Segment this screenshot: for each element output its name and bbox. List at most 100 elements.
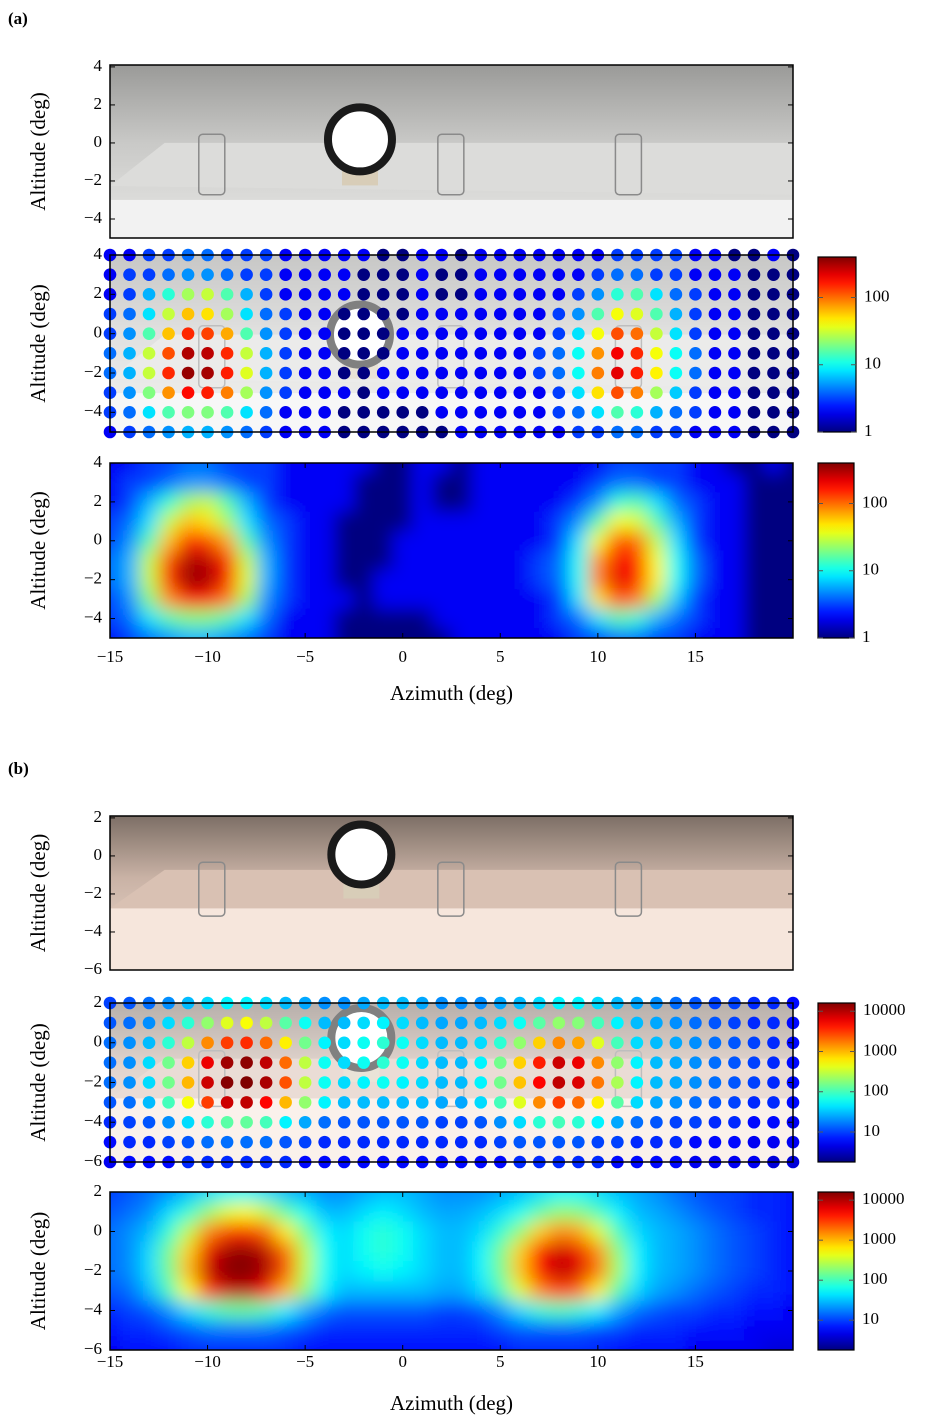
dot (201, 406, 214, 419)
dot (689, 366, 702, 380)
dot (318, 268, 331, 281)
axes-frame (109, 815, 794, 971)
heatmap-cell (471, 1241, 492, 1262)
dot (747, 1036, 761, 1050)
dot (318, 386, 331, 399)
heatmap-cell (646, 1261, 667, 1282)
heatmap-cell (510, 511, 531, 532)
dot (611, 327, 624, 340)
y-axis-label: Altitude (deg) (26, 1023, 50, 1141)
x-tick-label: 15 (687, 647, 704, 666)
heatmap-cell (471, 550, 492, 571)
dot (493, 307, 507, 321)
dot (747, 307, 761, 321)
heatmap-cell (217, 1320, 238, 1341)
dot (650, 1096, 663, 1109)
heatmap-cell (451, 463, 472, 474)
dot (181, 268, 195, 281)
colorbar-tick-label: 10 (864, 354, 881, 373)
dot (435, 1135, 449, 1149)
heatmap-cell (139, 1340, 160, 1350)
dot (552, 1115, 566, 1129)
dot (513, 1056, 527, 1069)
dot (747, 347, 761, 360)
dot (630, 307, 644, 321)
dot (591, 268, 605, 281)
heatmap-cell (724, 1340, 745, 1350)
dot (396, 1036, 410, 1050)
heatmap-cell (158, 569, 179, 590)
heatmap-cell (412, 511, 433, 532)
heatmap-cell (724, 1221, 745, 1242)
heatmap-cell (627, 1261, 648, 1282)
heatmap-cell (373, 492, 394, 513)
x-axis-label: Azimuth (deg) (390, 1391, 513, 1415)
dot (123, 1016, 136, 1030)
x-tick-label: −15 (97, 647, 124, 666)
heatmap-cell (314, 472, 336, 493)
heatmap-cell (295, 1221, 316, 1242)
heatmap-cell (314, 1300, 336, 1321)
heatmap-cell (744, 492, 765, 513)
dot (630, 1076, 644, 1089)
heatmap-cell (783, 589, 793, 610)
heatmap-cell (412, 1241, 433, 1262)
heatmap-cell (373, 608, 394, 629)
dot (474, 288, 488, 301)
heatmap-cell (490, 608, 511, 629)
y-tick-label: 0 (94, 1220, 103, 1239)
dot (493, 1056, 507, 1069)
heatmap-cell (568, 569, 589, 590)
heatmap-cell (295, 511, 316, 532)
dot (220, 1135, 234, 1149)
dot (415, 1016, 429, 1030)
heatmap-cell (724, 1320, 745, 1341)
dot (376, 268, 390, 281)
heatmap-cell (139, 608, 160, 629)
heatmap-cell (158, 1280, 179, 1302)
dot (572, 347, 585, 360)
heatmap-cell (139, 550, 160, 571)
dot (572, 1115, 585, 1129)
x-tick-label: 5 (496, 1352, 505, 1371)
dot (474, 268, 488, 281)
heatmap-cell (256, 1241, 277, 1262)
dot (611, 386, 624, 399)
heatmap-cell (197, 492, 218, 513)
colorbar-tick-label: 100 (863, 1081, 889, 1100)
dot (279, 1056, 292, 1069)
heatmap-cell (783, 1280, 793, 1302)
heatmap-cell (373, 628, 394, 638)
dot (376, 1135, 390, 1149)
heatmap-cell (217, 569, 238, 590)
heatmap-cell (256, 1280, 277, 1302)
heatmap-cell (119, 1201, 140, 1223)
dot (552, 366, 566, 380)
dot (591, 1076, 605, 1089)
heatmap-cell (197, 1192, 218, 1203)
dot (298, 1076, 312, 1089)
heatmap-cell (763, 1192, 784, 1203)
dot (611, 1016, 624, 1030)
heatmap-cell (197, 608, 218, 629)
dot (162, 406, 175, 419)
heatmap-cell (392, 1192, 414, 1203)
dot (357, 1016, 370, 1030)
dot (435, 288, 449, 301)
dot (552, 347, 566, 360)
heatmap-cell (568, 1261, 589, 1282)
y-tick-label: 2 (94, 491, 103, 510)
heatmap-cell (236, 1221, 257, 1242)
photo-jar (614, 133, 643, 196)
photo-jar (614, 861, 643, 917)
heatmap-cell (451, 511, 472, 532)
dot (611, 1056, 624, 1069)
y-tick-label: 0 (94, 530, 103, 549)
dot (318, 1115, 331, 1129)
heatmap-cell (412, 1192, 433, 1203)
heatmap-cell (471, 511, 492, 532)
dot (767, 1036, 780, 1050)
heatmap-cells (110, 1192, 793, 1350)
heatmap-cell (178, 492, 199, 513)
heatmap-cell (529, 569, 550, 590)
